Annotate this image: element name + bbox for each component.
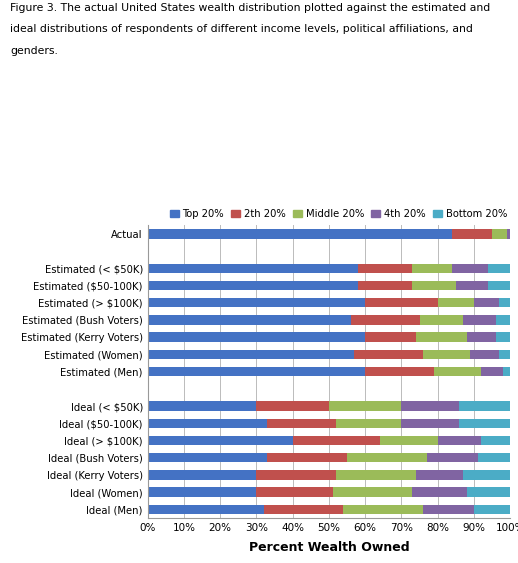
Bar <box>412 488 467 497</box>
Bar <box>148 263 358 273</box>
Bar <box>343 504 423 514</box>
Bar <box>434 367 481 376</box>
Bar <box>492 229 507 239</box>
Bar <box>503 367 510 376</box>
Bar <box>474 298 499 307</box>
Bar <box>438 436 481 445</box>
Bar <box>499 350 510 359</box>
Bar <box>380 436 438 445</box>
Bar <box>438 298 474 307</box>
Bar <box>420 315 463 325</box>
Bar <box>416 332 467 342</box>
Bar <box>267 453 347 462</box>
Bar <box>148 281 358 290</box>
Bar <box>256 470 336 480</box>
Bar <box>293 436 380 445</box>
Bar <box>256 401 329 411</box>
Bar <box>148 418 267 428</box>
Bar <box>365 367 434 376</box>
Bar <box>427 453 478 462</box>
Bar <box>474 504 510 514</box>
Bar <box>463 470 510 480</box>
Text: ideal distributions of respondents of different income levels, political affilia: ideal distributions of respondents of di… <box>10 24 473 34</box>
Bar <box>401 418 459 428</box>
Bar <box>148 401 256 411</box>
Bar <box>481 436 510 445</box>
Bar <box>452 229 492 239</box>
Bar <box>507 229 510 239</box>
Bar <box>459 418 510 428</box>
Text: genders.: genders. <box>10 46 58 56</box>
Bar <box>148 298 365 307</box>
Bar <box>148 332 365 342</box>
Legend: Top 20%, 2th 20%, Middle 20%, 4th 20%, Bottom 20%: Top 20%, 2th 20%, Middle 20%, 4th 20%, B… <box>166 205 511 223</box>
Bar <box>148 470 256 480</box>
Bar <box>148 350 354 359</box>
Bar <box>456 281 488 290</box>
Bar <box>467 332 496 342</box>
Bar <box>452 263 488 273</box>
Bar <box>267 418 336 428</box>
Bar <box>496 332 510 342</box>
Bar <box>478 453 510 462</box>
Bar <box>412 281 456 290</box>
Bar <box>499 298 510 307</box>
Bar <box>481 367 503 376</box>
Bar <box>354 350 423 359</box>
Bar <box>488 281 510 290</box>
Bar <box>463 315 496 325</box>
Bar <box>336 418 401 428</box>
Bar <box>358 263 412 273</box>
Bar <box>423 504 474 514</box>
Bar <box>416 470 463 480</box>
Bar <box>264 504 343 514</box>
Text: Figure 3. The actual United States wealth distribution plotted against the estim: Figure 3. The actual United States wealt… <box>10 3 491 13</box>
Bar <box>423 350 470 359</box>
Bar <box>365 332 416 342</box>
Bar <box>358 281 412 290</box>
Bar <box>148 453 267 462</box>
Bar <box>496 315 510 325</box>
Bar <box>148 488 256 497</box>
Bar <box>148 367 365 376</box>
X-axis label: Percent Wealth Owned: Percent Wealth Owned <box>249 541 409 554</box>
Bar <box>256 488 333 497</box>
Bar <box>412 263 452 273</box>
Bar <box>148 315 351 325</box>
Bar <box>329 401 401 411</box>
Bar <box>467 488 510 497</box>
Bar <box>148 504 264 514</box>
Bar <box>459 401 510 411</box>
Bar <box>333 488 412 497</box>
Bar <box>351 315 420 325</box>
Bar <box>488 263 510 273</box>
Bar <box>470 350 499 359</box>
Bar <box>148 436 293 445</box>
Bar <box>401 401 459 411</box>
Bar <box>148 229 452 239</box>
Bar <box>336 470 416 480</box>
Bar <box>347 453 427 462</box>
Bar <box>365 298 438 307</box>
